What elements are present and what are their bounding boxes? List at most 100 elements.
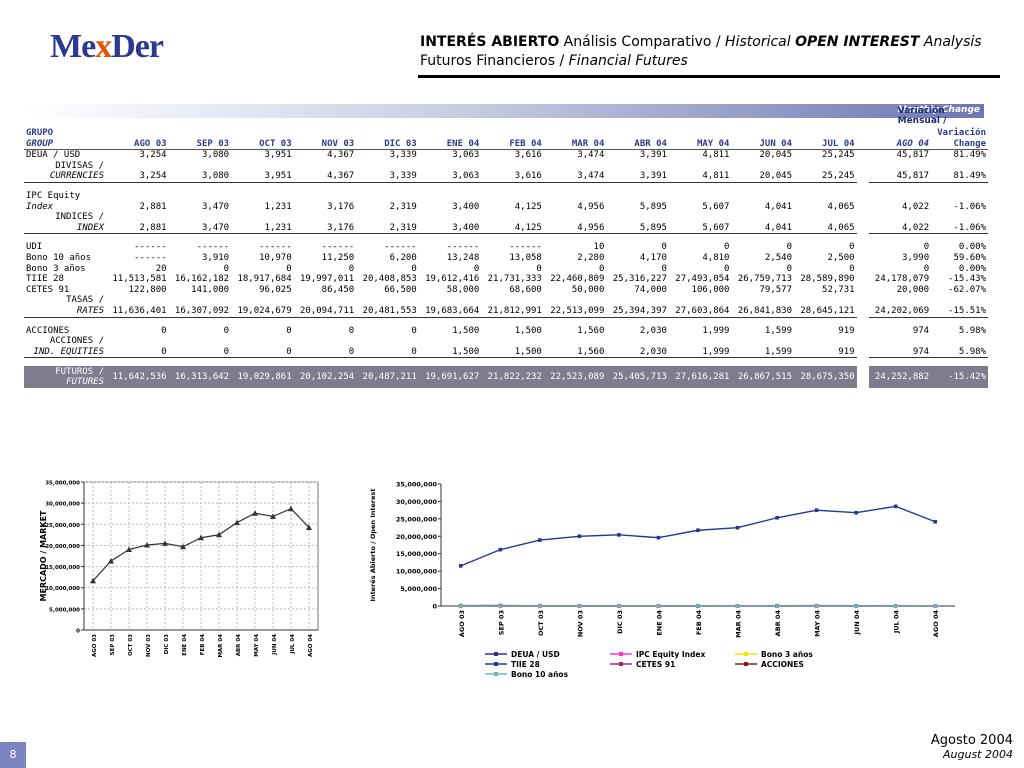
table-cell: [356, 212, 419, 223]
table-cell: [481, 212, 544, 223]
x-tick-label: AGO 03: [458, 610, 466, 637]
data-point: [933, 604, 938, 608]
table-cell: 2,881: [139, 201, 167, 212]
table-cell: 0: [231, 346, 294, 359]
futures-cell: 21,822,232: [481, 366, 544, 389]
column-header: AGO 04: [868, 138, 932, 151]
table-cell: 22,460,809: [550, 274, 605, 285]
data-point: [90, 577, 96, 584]
y-axis-label: MERCADO / MARKET: [39, 510, 48, 602]
x-tick-label: AGO 04: [308, 634, 314, 657]
table-cell: [794, 191, 857, 202]
table-cell-chg: [931, 358, 988, 367]
table-cell: 3,080: [202, 150, 230, 161]
table-cell: [794, 317, 857, 326]
table-cell: ------: [509, 242, 542, 253]
table-cell: [669, 234, 732, 243]
table-cell: 1,599: [731, 346, 795, 359]
table-cell-chg: 0.00%: [958, 263, 986, 274]
table-cell: 1,500: [418, 346, 482, 359]
table-cell: 0: [724, 242, 730, 253]
table-cell: 1,500: [481, 346, 544, 359]
table-cell-chg: [931, 212, 988, 223]
table-cell: 25,245: [794, 171, 857, 183]
table-cell-ago04: [869, 358, 932, 367]
row-label: [24, 234, 106, 243]
table-cell: 0: [223, 263, 230, 274]
legend-marker: [494, 652, 498, 656]
row-label: IPC Equity: [26, 190, 81, 201]
row-label: [24, 317, 106, 326]
table-cell: 20,045: [759, 150, 793, 161]
table-cell: [794, 182, 857, 191]
table-cell: 5,895: [639, 201, 667, 212]
open-interest-chart: 0 5,000,000 10,000,000 15,000,000 20,000,000…: [365, 472, 965, 687]
table-cell: [731, 317, 794, 326]
table-cell: 0: [473, 263, 480, 274]
table-cell: 58,000: [446, 284, 480, 295]
data-point: [180, 543, 186, 550]
table-cell-ago04: 45,817: [868, 171, 932, 183]
futures-cell: 22,523,089: [543, 366, 607, 389]
table-cell: [419, 336, 482, 347]
legend-marker: [494, 662, 498, 666]
column-header: MAR 04: [543, 138, 607, 151]
table-cell: [544, 212, 607, 223]
data-point: [933, 519, 938, 524]
title-underline: [418, 75, 1000, 78]
table-cell-ago04: 3,990: [902, 252, 930, 263]
table-row: [24, 317, 988, 326]
table-cell: [419, 212, 482, 223]
table-cell: [481, 161, 544, 172]
table-cell: 0: [293, 346, 357, 359]
table-cell: 0: [724, 263, 730, 274]
x-tick-label: MAR 04: [735, 610, 743, 638]
table-cell: 10: [593, 242, 605, 253]
table-cell: [106, 358, 169, 367]
table-cell-chg: 81.49%: [931, 171, 988, 183]
table-cell-ago04: [869, 182, 932, 191]
table-cell: [356, 317, 419, 326]
data-point: [458, 604, 463, 608]
table-cell: 3,176: [327, 201, 355, 212]
table-cell: [606, 234, 669, 243]
table-cell: 4,170: [639, 252, 667, 263]
table-cell: 0: [849, 242, 855, 253]
row-label: RATES: [24, 305, 106, 318]
mexder-logo: MexDer: [50, 28, 164, 65]
table-cell: [106, 191, 169, 202]
y-tick-label: 20,000,000: [396, 533, 438, 541]
table-cell: 3,470: [168, 222, 232, 235]
table-cell-ago04: [869, 191, 932, 202]
futures-cell: 28,675,350: [794, 366, 857, 389]
table-cell: 0: [411, 325, 417, 336]
table-cell: [544, 182, 607, 191]
table-cell: 0: [849, 263, 855, 274]
date-en: August 2004: [943, 748, 1013, 761]
table-cell: [544, 191, 607, 202]
table-cell: 3,063: [418, 171, 482, 183]
table-cell-chg: [931, 317, 988, 326]
table-cell: 28,645,121: [794, 305, 857, 318]
x-tick-label: ENE 04: [182, 634, 188, 656]
data-point: [775, 515, 779, 520]
x-tick-label: JUN 04: [272, 634, 278, 656]
table-cell: 1,599: [764, 325, 793, 336]
header-variation: Variación: [937, 128, 986, 138]
table-cell: 20: [155, 263, 167, 274]
column-header: DIC 03: [356, 138, 419, 151]
table-cell: 3,400: [418, 222, 482, 235]
column-header: JUN 04: [731, 138, 795, 151]
table-cell: 0: [536, 263, 542, 274]
table-row: CETES 91 122,800 141,000 96,025 86,450 66,500…: [24, 285, 988, 296]
row-label: TIIE 28: [26, 274, 64, 285]
table-cell: 3,474: [543, 171, 607, 183]
table-row: DIVISAS /: [24, 161, 988, 172]
table-cell: 11,636,401: [106, 305, 169, 318]
table-cell: [419, 161, 482, 172]
table-cell: [231, 234, 294, 243]
table-cell-chg: [931, 182, 988, 191]
table-cell: [419, 182, 482, 191]
x-tick-label: MAY 04: [254, 634, 260, 657]
table-cell: 52,731: [822, 284, 855, 295]
